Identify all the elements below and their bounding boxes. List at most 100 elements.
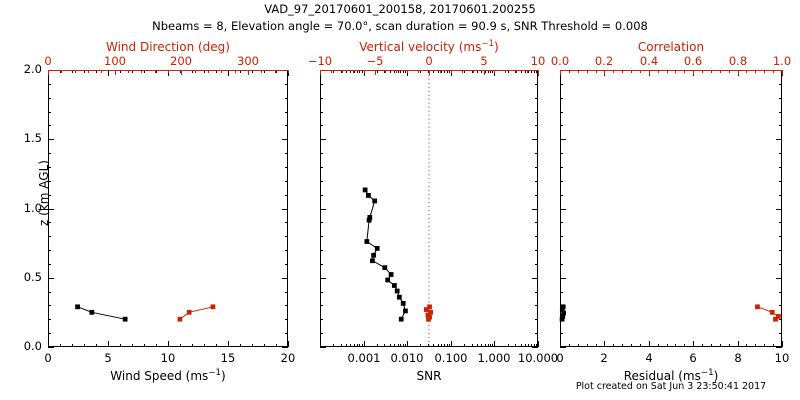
data-point-marker <box>428 309 434 315</box>
x-axis-minor-tick <box>508 344 509 347</box>
y-axis-minor-tick <box>48 264 51 265</box>
x-axis-minor-tick <box>477 344 478 347</box>
y-axis-minor-tick <box>48 250 51 251</box>
snr-bottom-series <box>362 187 408 322</box>
y-axis-minor-tick <box>48 112 51 113</box>
x-axis-minor-tick <box>359 70 360 73</box>
x-axis-tick-label: 10 <box>160 351 176 365</box>
y-axis-minor-tick <box>779 292 782 293</box>
y-axis-minor-tick <box>285 250 288 251</box>
y-axis-minor-tick <box>560 292 563 293</box>
x-axis-minor-tick <box>658 344 659 347</box>
y-axis-tick <box>776 347 782 348</box>
x-axis-minor-tick <box>60 344 61 347</box>
y-axis-tick-label: 0.5 <box>23 270 42 284</box>
y-axis-minor-tick <box>535 264 538 265</box>
top-axis-line <box>560 70 782 71</box>
x-axis-minor-tick <box>377 344 378 347</box>
data-point-marker <box>388 272 394 277</box>
y-axis-minor-tick <box>560 333 563 334</box>
y-axis-tick <box>560 139 566 140</box>
x-axis-minor-tick <box>449 70 450 73</box>
x-axis-minor-tick <box>333 70 334 73</box>
y-axis-minor-tick <box>48 236 51 237</box>
x-axis-tick <box>782 341 783 347</box>
panel-snr <box>320 70 538 347</box>
x-axis-minor-tick <box>675 344 676 347</box>
x-axis-tick <box>407 341 408 347</box>
data-point-marker <box>423 307 429 312</box>
y-axis-tick <box>532 278 538 279</box>
y-axis-minor-tick <box>285 264 288 265</box>
x-axis-tick <box>604 341 605 347</box>
y-axis-minor-tick <box>535 153 538 154</box>
top-axis-tick <box>560 70 561 75</box>
y-axis-minor-tick <box>320 222 323 223</box>
x-axis-minor-tick <box>488 70 489 73</box>
top-axis-minor-tick <box>75 70 76 73</box>
x-axis-tick <box>288 341 289 347</box>
top-axis-tick <box>115 70 116 75</box>
y-axis-tick <box>48 209 54 210</box>
x-axis-minor-tick <box>156 344 157 347</box>
x-axis-tick <box>288 70 289 76</box>
data-point-marker <box>210 304 216 310</box>
top-axis-minor-tick <box>773 70 774 73</box>
snr-series-plot <box>362 71 434 346</box>
x-axis-minor-tick <box>252 70 253 73</box>
y-axis-minor-tick <box>285 98 288 99</box>
x-axis-tick <box>108 341 109 347</box>
x-axis-minor-tick <box>449 344 450 347</box>
top-axis-minor-tick <box>208 70 209 73</box>
x-axis-title: Wind Speed (ms−1) <box>110 368 226 383</box>
top-axis-minor-tick <box>88 70 89 73</box>
top-axis-minor-tick <box>141 70 142 73</box>
x-axis-minor-tick <box>216 70 217 73</box>
x-axis-minor-tick <box>144 344 145 347</box>
x-axis-minor-tick <box>477 70 478 73</box>
y-axis-minor-tick <box>285 84 288 85</box>
top-axis-minor-tick <box>195 70 196 73</box>
x-axis-tick-label: 0 <box>556 351 564 365</box>
x-axis-minor-tick <box>144 70 145 73</box>
top-axis-minor-tick <box>494 70 495 73</box>
x-axis-title: SNR <box>416 369 442 383</box>
x-axis-minor-tick <box>354 70 355 73</box>
x-axis-tick-label: 0.010 <box>390 351 424 365</box>
y-axis-minor-tick <box>560 250 563 251</box>
x-axis-minor-tick <box>398 70 399 73</box>
y-axis-minor-tick <box>779 195 782 196</box>
data-point-marker <box>775 314 781 319</box>
x-axis-tick <box>693 341 694 347</box>
x-axis-tick-label: 0.001 <box>347 351 381 365</box>
x-axis-tick-label: 15 <box>220 351 236 365</box>
x-axis-minor-tick <box>613 344 614 347</box>
x-axis-minor-tick <box>156 70 157 73</box>
residual-top-series <box>755 304 781 322</box>
data-point-marker <box>769 309 775 315</box>
y-axis-minor-tick <box>779 167 782 168</box>
x-axis-minor-tick <box>711 344 712 347</box>
top-axis-tick-label: 0 <box>425 54 433 68</box>
x-axis-minor-tick <box>569 344 570 347</box>
y-axis-tick-label: 1.0 <box>23 201 42 215</box>
x-axis-minor-tick <box>447 70 448 73</box>
x-axis-minor-tick <box>490 344 491 347</box>
y-axis-minor-tick <box>779 236 782 237</box>
y-axis-minor-tick <box>320 264 323 265</box>
top-axis-minor-tick <box>101 70 102 73</box>
top-axis-tick-label: 5 <box>480 54 488 68</box>
top-axis-minor-tick <box>128 70 129 73</box>
x-axis-minor-tick <box>264 70 265 73</box>
top-axis-minor-tick <box>667 70 668 73</box>
top-axis-minor-tick <box>613 70 614 73</box>
top-axis-tick <box>375 70 376 75</box>
x-axis-tick-label: 5 <box>104 351 112 365</box>
top-axis-minor-tick <box>578 70 579 73</box>
x-axis-minor-tick <box>441 70 442 73</box>
top-axis-minor-tick <box>755 70 756 73</box>
x-axis-minor-tick <box>354 344 355 347</box>
x-axis-minor-tick <box>492 344 493 347</box>
x-axis-minor-tick <box>531 344 532 347</box>
y-axis-tick <box>560 278 566 279</box>
